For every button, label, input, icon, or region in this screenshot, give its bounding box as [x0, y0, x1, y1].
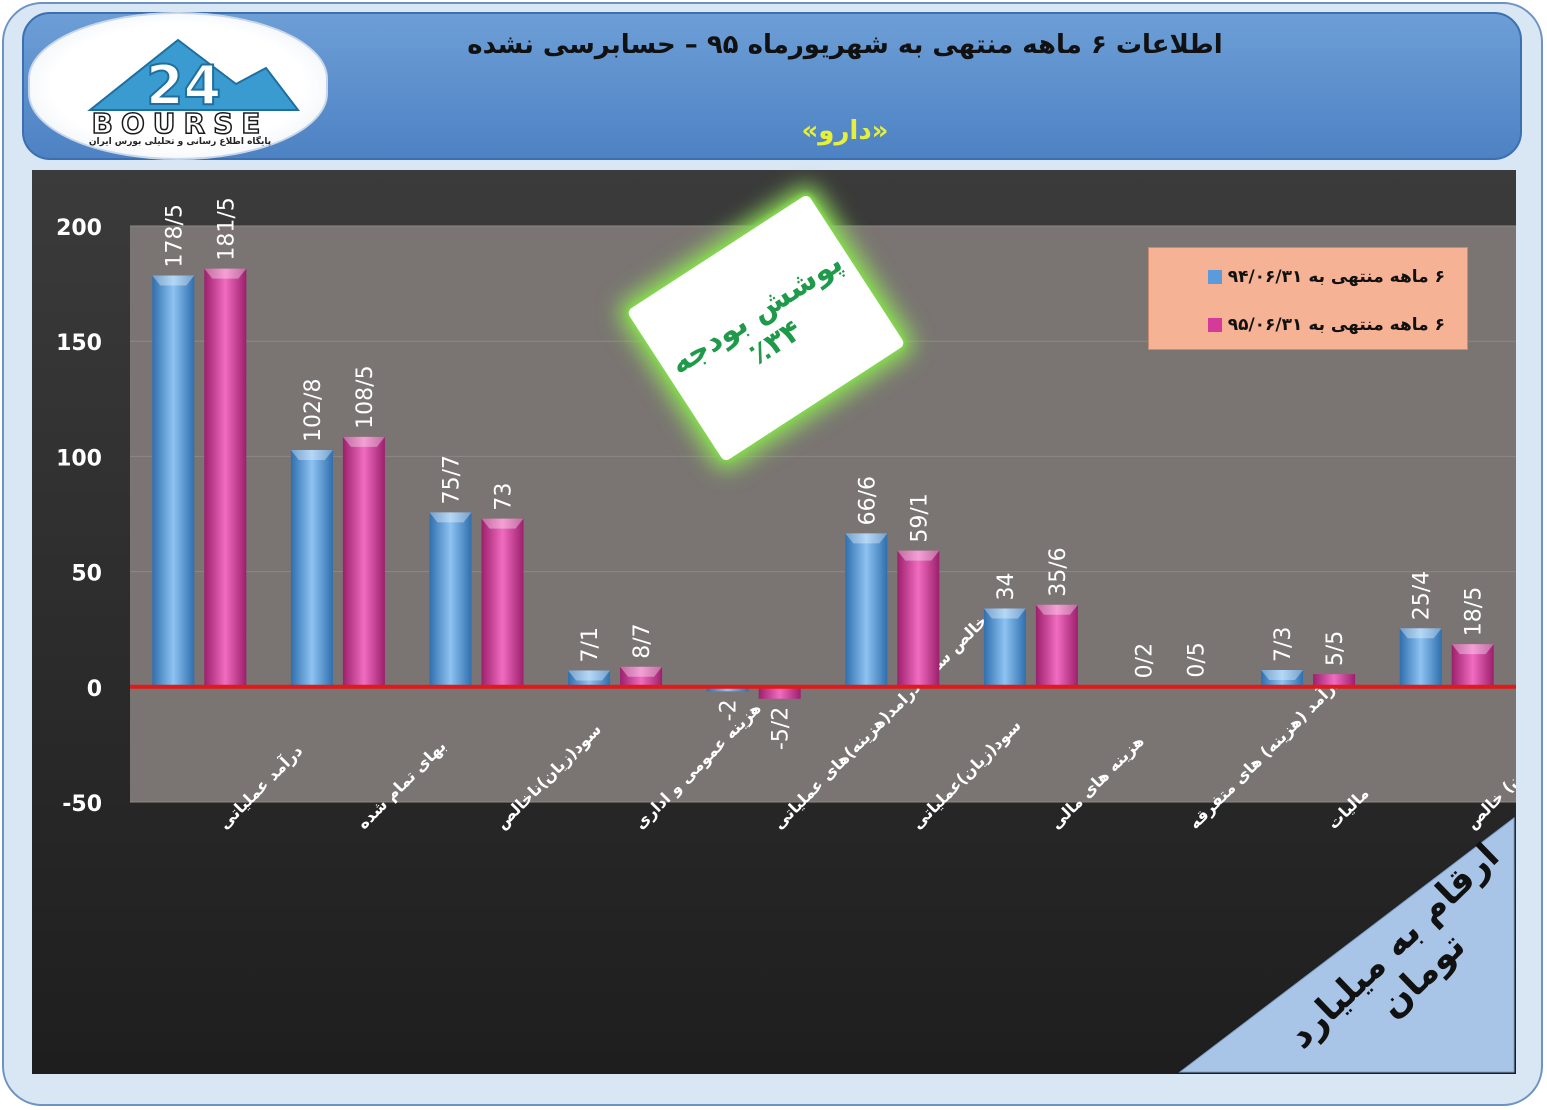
- bar-bevel: [342, 436, 385, 447]
- data-label: 75/7: [440, 455, 465, 504]
- bar-series-1: [568, 670, 611, 687]
- legend-item-series-2: ۶ ماهه منتهی به ۹۵/۰۶/۳۱: [1207, 310, 1445, 340]
- bourse-logo: 24: [28, 12, 328, 160]
- y-tick-label: 50: [71, 562, 102, 587]
- data-label: 8/7: [630, 623, 655, 658]
- data-label: 18/5: [1462, 587, 1487, 636]
- legend-label-series-1: ۶ ماهه منتهی به ۹۴/۰۶/۳۱: [1227, 267, 1445, 287]
- logo-word: BOURSE: [91, 106, 269, 141]
- data-label: 5/5: [1323, 631, 1348, 666]
- bar-series-1: [845, 533, 888, 687]
- bar-series-1: [290, 449, 333, 687]
- page-subtitle: «دارو»: [801, 116, 889, 146]
- bar-series-1: [706, 686, 749, 692]
- y-tick-label: 0: [87, 677, 102, 702]
- bar-bevel: [1261, 669, 1304, 680]
- bar-bevel: [897, 550, 940, 561]
- data-label: 7/1: [578, 627, 603, 662]
- data-label: 73: [492, 483, 517, 511]
- bar-series-2: [620, 666, 663, 687]
- bar-series-2: [1313, 674, 1356, 687]
- data-label: 0/5: [1185, 642, 1210, 677]
- legend-item-series-1: ۶ ماهه منتهی به ۹۴/۰۶/۳۱: [1207, 262, 1445, 292]
- bar-bevel: [204, 268, 247, 279]
- data-label: -5/2: [769, 707, 794, 750]
- legend-swatch-series-2: [1207, 318, 1222, 332]
- bar-series-1: [429, 512, 472, 687]
- bar-series-1: [152, 275, 195, 687]
- bar-bevel: [845, 533, 888, 544]
- chart-legend: ۶ ماهه منتهی به ۹۴/۰۶/۳۱ ۶ ماهه منتهی به…: [1148, 247, 1468, 350]
- data-label: 25/4: [1410, 571, 1435, 620]
- bar-bevel: [1035, 604, 1078, 615]
- legend-swatch-series-1: [1207, 270, 1222, 284]
- y-tick-label: 200: [56, 216, 102, 241]
- logo-mark-icon: 24: [87, 38, 301, 118]
- data-label: 0/2: [1133, 643, 1158, 678]
- svg-text:24: 24: [146, 54, 221, 117]
- bar-series-2: [204, 268, 247, 687]
- bar-bevel: [152, 275, 195, 286]
- data-label: -2: [717, 699, 742, 721]
- y-tick-label: -50: [62, 792, 102, 817]
- data-label: 7/3: [1271, 627, 1296, 662]
- y-tick-label: 150: [56, 331, 102, 356]
- bar-bevel: [481, 518, 524, 529]
- bar-bevel: [290, 449, 333, 460]
- data-label: 34: [994, 572, 1019, 600]
- bar-bevel: [568, 670, 611, 681]
- data-label: 102/8: [301, 379, 326, 442]
- page-title: اطلاعات ۶ ماهه منتهی به شهریورماه ۹۵ – ح…: [467, 30, 1223, 60]
- bar-series-1: [1261, 669, 1304, 687]
- bar-bevel: [429, 512, 472, 523]
- bar-series-1: [1399, 628, 1442, 687]
- bar-bevel: [620, 666, 663, 677]
- data-label: 59/1: [907, 493, 932, 542]
- bar-series-2: [758, 686, 801, 699]
- bar-bevel: [983, 608, 1026, 619]
- bar-series-2: [1035, 604, 1078, 687]
- bar-series-1: [983, 608, 1026, 687]
- data-label: 66/6: [855, 476, 880, 525]
- bar-series-2: [1451, 644, 1494, 687]
- legend-label-series-2: ۶ ماهه منتهی به ۹۵/۰۶/۳۱: [1227, 315, 1445, 335]
- bar-bevel: [1451, 644, 1494, 655]
- bar-series-2: [342, 436, 385, 687]
- bar-series-2: [897, 550, 940, 687]
- data-label: 178/5: [162, 204, 187, 267]
- bar-bevel: [1399, 628, 1442, 639]
- data-label: 35/6: [1046, 547, 1071, 596]
- y-tick-label: 100: [56, 446, 102, 471]
- bar-series-2: [481, 518, 524, 687]
- data-label: 108/5: [353, 365, 378, 428]
- data-label: 181/5: [214, 197, 239, 260]
- logo-subtitle: پایگاه اطلاع رسانی و تحلیلی بورس ایران: [88, 137, 272, 147]
